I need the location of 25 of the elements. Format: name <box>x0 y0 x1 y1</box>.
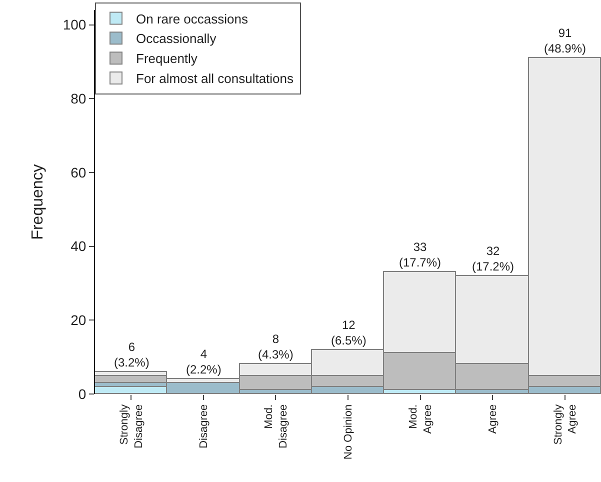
legend-label: For almost all consultations <box>136 71 294 86</box>
x-tick-label: Mod. Agree <box>408 404 434 434</box>
y-tick-label: 40 <box>70 238 86 254</box>
total-label: 33 (17.7%) <box>399 240 442 270</box>
x-tick-label: No Opinion <box>342 404 355 460</box>
legend-label: On rare occassions <box>136 11 248 26</box>
total-label: 91 (48.9%) <box>544 26 586 56</box>
total-label: 4 (2.2%) <box>186 347 222 377</box>
legend-label: Occassionally <box>136 31 217 46</box>
total-label: 8 (4.3%) <box>258 332 294 362</box>
x-tick-label: Agree <box>487 404 500 434</box>
y-tick-label: 80 <box>70 90 86 107</box>
x-tick-label: Mod. Disagree <box>263 404 290 448</box>
total-label: 32 (17.2%) <box>472 244 514 274</box>
total-label: 6 (3.2%) <box>114 340 150 370</box>
y-tick-label: 60 <box>70 164 86 180</box>
y-tick-label: 0 <box>78 386 86 402</box>
total-label: 12 (6.5%) <box>331 318 366 348</box>
x-tick-label: Strongly Disagree <box>118 404 145 448</box>
y-tick-label: 100 <box>62 16 86 33</box>
y-tick-label: 20 <box>70 312 86 328</box>
y-axis-title: Frequency <box>30 164 47 240</box>
x-tick-label: Disagree <box>198 404 210 448</box>
legend-label: Frequently <box>136 51 198 66</box>
x-tick-label: Strongly Agree <box>552 404 579 445</box>
